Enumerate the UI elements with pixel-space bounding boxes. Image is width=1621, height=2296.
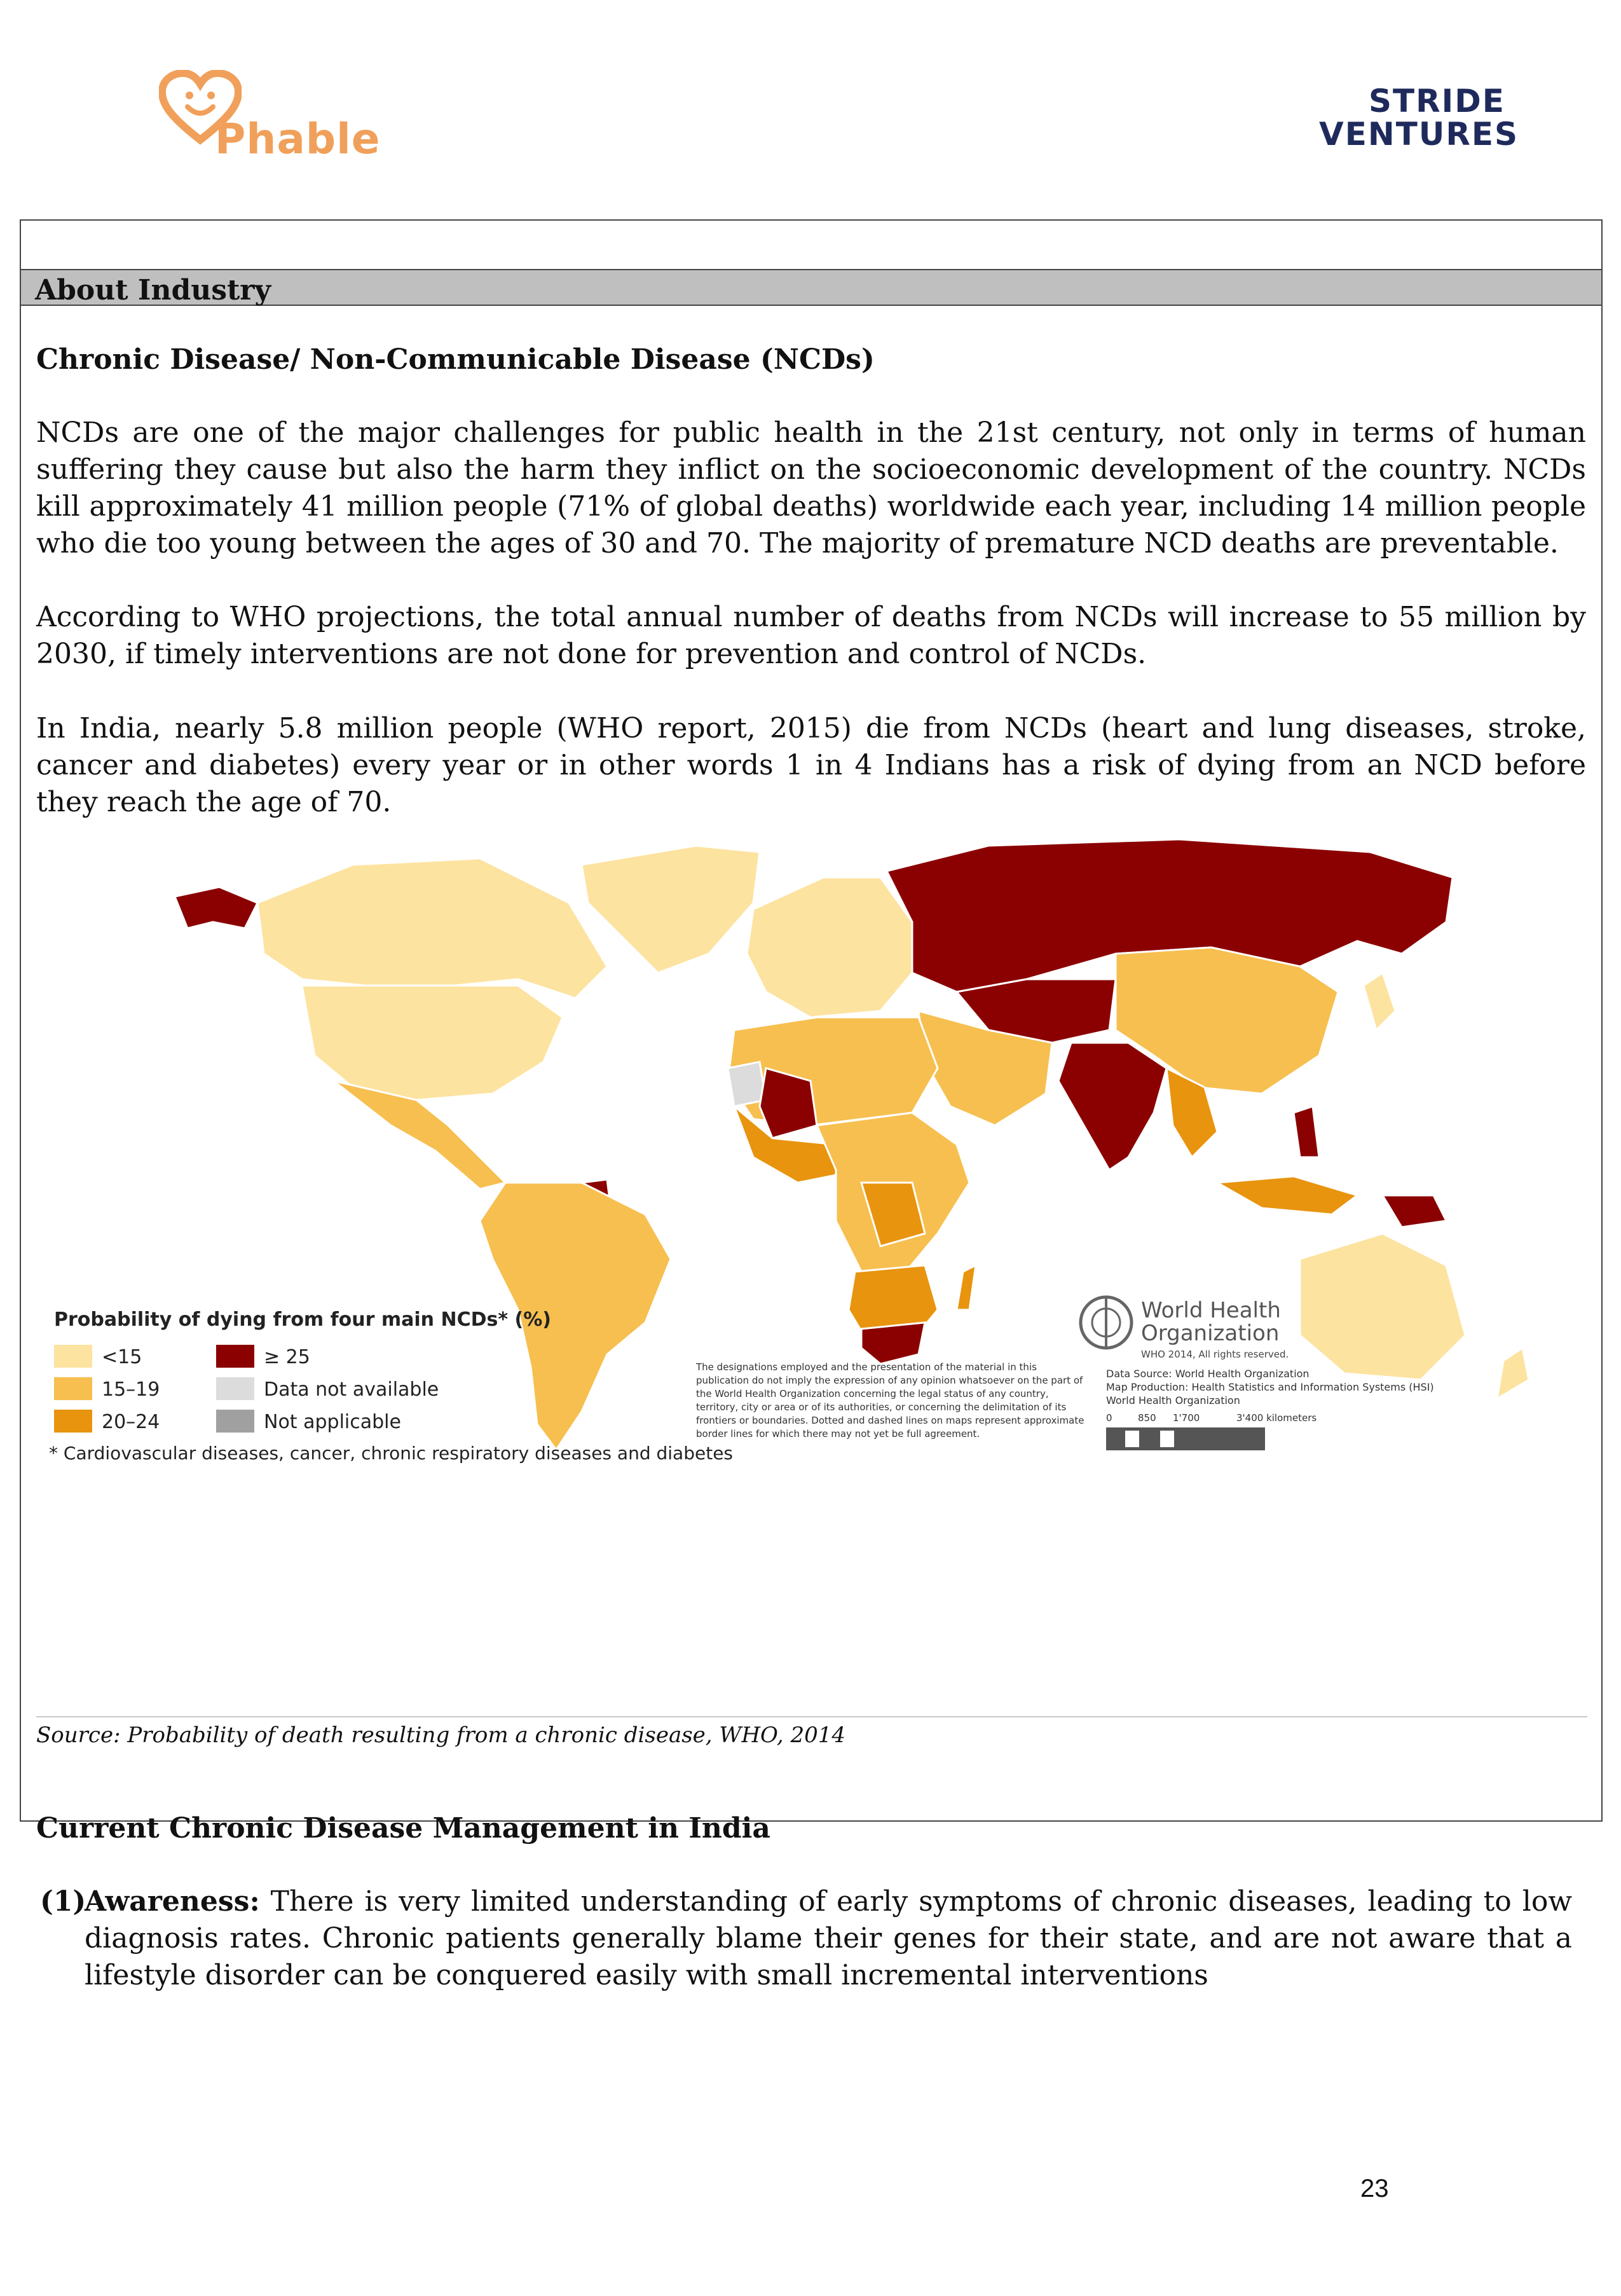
region-china	[1114, 946, 1339, 1095]
legend-footnote: * Cardiovascular diseases, cancer, chron…	[49, 1443, 733, 1464]
list-item: (1) Awareness: There is very limited und…	[40, 1883, 1572, 1994]
legend-swatch-not-applicable	[216, 1410, 254, 1433]
legend-label-gte25: ≥ 25	[264, 1346, 310, 1368]
phable-wordmark: Phable	[215, 114, 381, 163]
legend-label-not-applicable: Not applicable	[264, 1411, 401, 1433]
region-australia	[1299, 1232, 1467, 1381]
legend-item-no-data: Data not available	[216, 1377, 439, 1401]
region-canada	[256, 857, 608, 1000]
legend-label-no-data: Data not available	[264, 1378, 439, 1401]
legend-swatch-15-19	[54, 1377, 92, 1400]
legend-item-gte25: ≥ 25	[216, 1345, 310, 1368]
content-frame: About Industry Chronic Disease/ Non-Comm…	[20, 219, 1603, 1991]
region-new-zealand	[1495, 1346, 1530, 1401]
scale-label-850: 850	[1138, 1412, 1156, 1424]
scale-bar: 0 850 1'700 3'400 kilometers	[1106, 1412, 1317, 1450]
page-header: Phable STRIDE VENTURES	[0, 0, 1621, 191]
source-divider	[36, 1716, 1587, 1717]
region-madagascar	[955, 1263, 977, 1311]
region-japan	[1362, 971, 1397, 1032]
region-europe	[746, 876, 913, 1019]
world-map-figure: Probability of dying from four main NCDs…	[35, 827, 1573, 1475]
legend-item-not-applicable: Not applicable	[216, 1410, 401, 1433]
legend-item-lt15: <15	[54, 1345, 142, 1368]
phable-logo: Phable	[159, 70, 380, 172]
legend-item-15-19: 15–19	[54, 1377, 160, 1401]
stride-ventures-logo: STRIDE VENTURES	[1319, 83, 1517, 165]
map-production: Map Production: Health Statistics and In…	[1106, 1381, 1434, 1393]
map-production-org: World Health Organization	[1106, 1394, 1240, 1406]
region-east-africa-center	[859, 1181, 926, 1248]
region-mali	[758, 1067, 818, 1139]
who-emblem-icon	[1079, 1295, 1133, 1350]
legend-title: Probability of dying from four main NCDs…	[54, 1309, 551, 1331]
legend-swatch-gte25	[216, 1345, 254, 1368]
who-copyright: WHO 2014, All rights reserved.	[1141, 1349, 1289, 1360]
section-title-bar: About Industry	[21, 269, 1601, 306]
ventures-wordmark: VENTURES	[1319, 116, 1519, 153]
list-label: Awareness:	[85, 1885, 260, 1918]
region-alaska	[173, 886, 259, 930]
stride-wordmark: STRIDE	[1369, 83, 1505, 120]
who-name-line-2: Organization	[1141, 1321, 1279, 1346]
map-source: Source: Probability of death resulting f…	[36, 1722, 846, 1748]
ncd-subheading: Chronic Disease/ Non-Communicable Diseas…	[36, 343, 875, 376]
region-indonesia	[1214, 1175, 1360, 1216]
region-india	[1057, 1041, 1168, 1172]
page-number: 23	[1360, 2175, 1389, 2203]
scale-label-0: 0	[1106, 1412, 1112, 1424]
management-heading: Current Chronic Disease Management in In…	[36, 1812, 770, 1845]
scale-label-1700: 1'700	[1173, 1412, 1200, 1424]
legend-swatch-20-24	[54, 1410, 92, 1433]
list-text: There is very limited understanding of e…	[85, 1885, 1572, 1991]
section-title: About Industry	[35, 274, 271, 306]
region-south-america	[479, 1181, 672, 1452]
paragraph-1: NCDs are one of the major challenges for…	[36, 416, 1586, 560]
region-russia	[885, 838, 1454, 993]
legend-label-20-24: 20–24	[102, 1411, 160, 1433]
region-papua-new-guinea	[1381, 1194, 1448, 1228]
list-number: (1)	[40, 1885, 86, 1918]
region-south-africa	[860, 1321, 926, 1365]
legend-swatch-lt15	[54, 1345, 92, 1368]
legend-swatch-no-data	[216, 1377, 254, 1400]
data-source: Data Source: World Health Organization	[1106, 1368, 1310, 1380]
scale-label-3400: 3'400 kilometers	[1236, 1412, 1317, 1424]
world-map: Probability of dying from four main NCDs…	[49, 838, 1530, 1464]
legend-item-20-24: 20–24	[54, 1410, 160, 1433]
legend-label-lt15: <15	[102, 1346, 142, 1368]
paragraph-3: In India, nearly 5.8 million people (WHO…	[36, 712, 1586, 818]
region-philippines	[1292, 1104, 1320, 1158]
heart-smile-icon	[159, 70, 242, 145]
legend-label-15-19: 15–19	[102, 1378, 160, 1401]
map-disclaimer: The designations employed and the presen…	[696, 1361, 1084, 1440]
region-southeast-asia	[1165, 1066, 1219, 1159]
paragraph-2: According to WHO projections, the total …	[36, 601, 1586, 670]
region-usa	[301, 984, 564, 1101]
region-greenland	[580, 844, 761, 974]
map-disclaimer-wrap: The designations employed and the presen…	[696, 1361, 1084, 1440]
who-name-line-1: World Health	[1141, 1298, 1281, 1323]
